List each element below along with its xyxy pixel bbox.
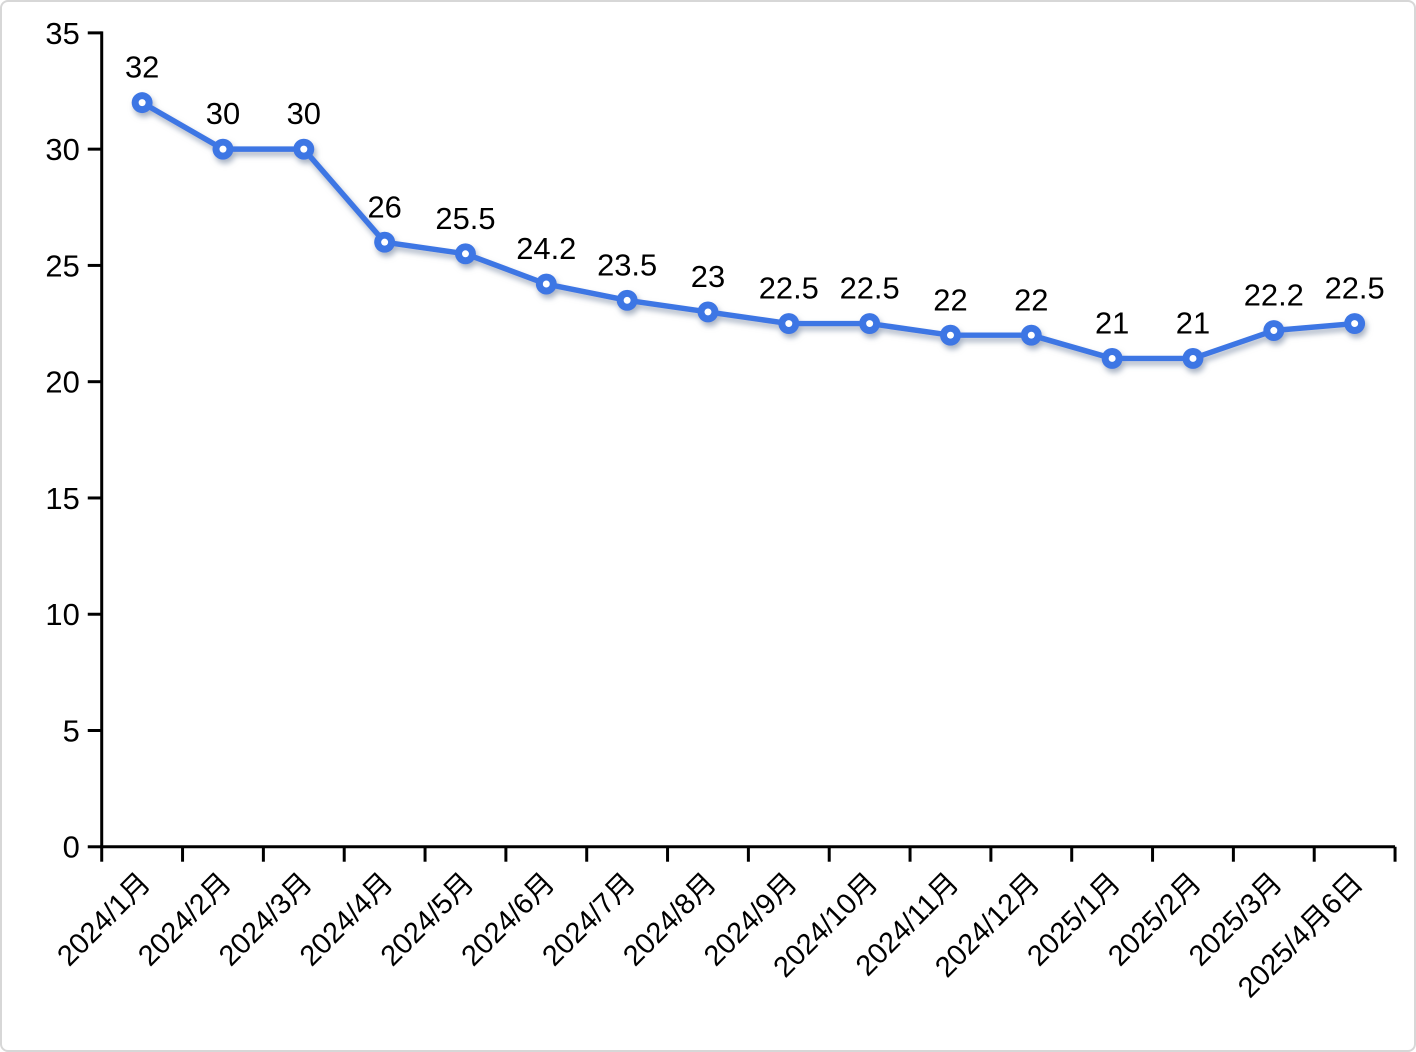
data-label: 23 [691, 259, 725, 294]
y-tick-label: 35 [45, 16, 79, 51]
data-label: 21 [1095, 306, 1129, 341]
y-tick-label: 5 [63, 713, 80, 748]
data-label: 22.5 [759, 271, 819, 306]
data-point-center-dot [138, 99, 146, 107]
data-point-center-dot [1189, 354, 1197, 362]
data-label: 30 [287, 96, 321, 131]
data-label: 21 [1176, 306, 1210, 341]
data-label: 22 [1014, 282, 1048, 317]
y-tick-label: 25 [45, 248, 79, 283]
data-point-center-dot [704, 308, 712, 316]
series-line [139, 99, 1358, 362]
y-tick-label: 20 [45, 365, 79, 400]
series-group [131, 92, 1366, 369]
data-label: 22.5 [840, 271, 900, 306]
data-label: 23.5 [597, 247, 657, 282]
y-tick-label: 10 [45, 597, 79, 632]
data-point-center-dot [219, 145, 227, 153]
data-label: 22.2 [1244, 278, 1304, 313]
data-label: 30 [206, 96, 240, 131]
data-point-center-dot [623, 296, 631, 304]
data-point-center-dot [1027, 331, 1035, 339]
y-axis-labels: 0 5 10 15 20 25 30 35 [45, 16, 79, 865]
data-point-center-dot [461, 250, 469, 258]
data-point-center-dot [866, 320, 874, 328]
data-point-center-dot [785, 320, 793, 328]
data-point-center-dot [381, 238, 389, 246]
data-label: 32 [125, 50, 159, 85]
data-point-center-dot [1270, 327, 1278, 335]
y-tick-label: 0 [63, 830, 80, 865]
axes [87, 31, 1397, 862]
data-label: 25.5 [435, 201, 495, 236]
data-point-center-dot [946, 331, 954, 339]
data-label: 26 [367, 189, 401, 224]
data-point-center-dot [1108, 354, 1116, 362]
data-point-center-dot [1351, 320, 1359, 328]
data-labels: 32 30 30 26 25.5 24.2 23.5 23 22.5 22.5 22 22 21 21 22… [125, 50, 1385, 341]
data-label: 22 [933, 282, 967, 317]
data-label: 24.2 [516, 231, 576, 266]
y-tick-label: 30 [45, 132, 79, 167]
data-point-center-dot [542, 280, 550, 288]
x-axis-labels: 2024/1月2024/2月2024/3月2024/4月2024/5月2024/… [51, 867, 1369, 1004]
y-tick-label: 15 [45, 481, 79, 516]
data-label: 22.5 [1325, 271, 1385, 306]
data-point-center-dot [300, 145, 308, 153]
